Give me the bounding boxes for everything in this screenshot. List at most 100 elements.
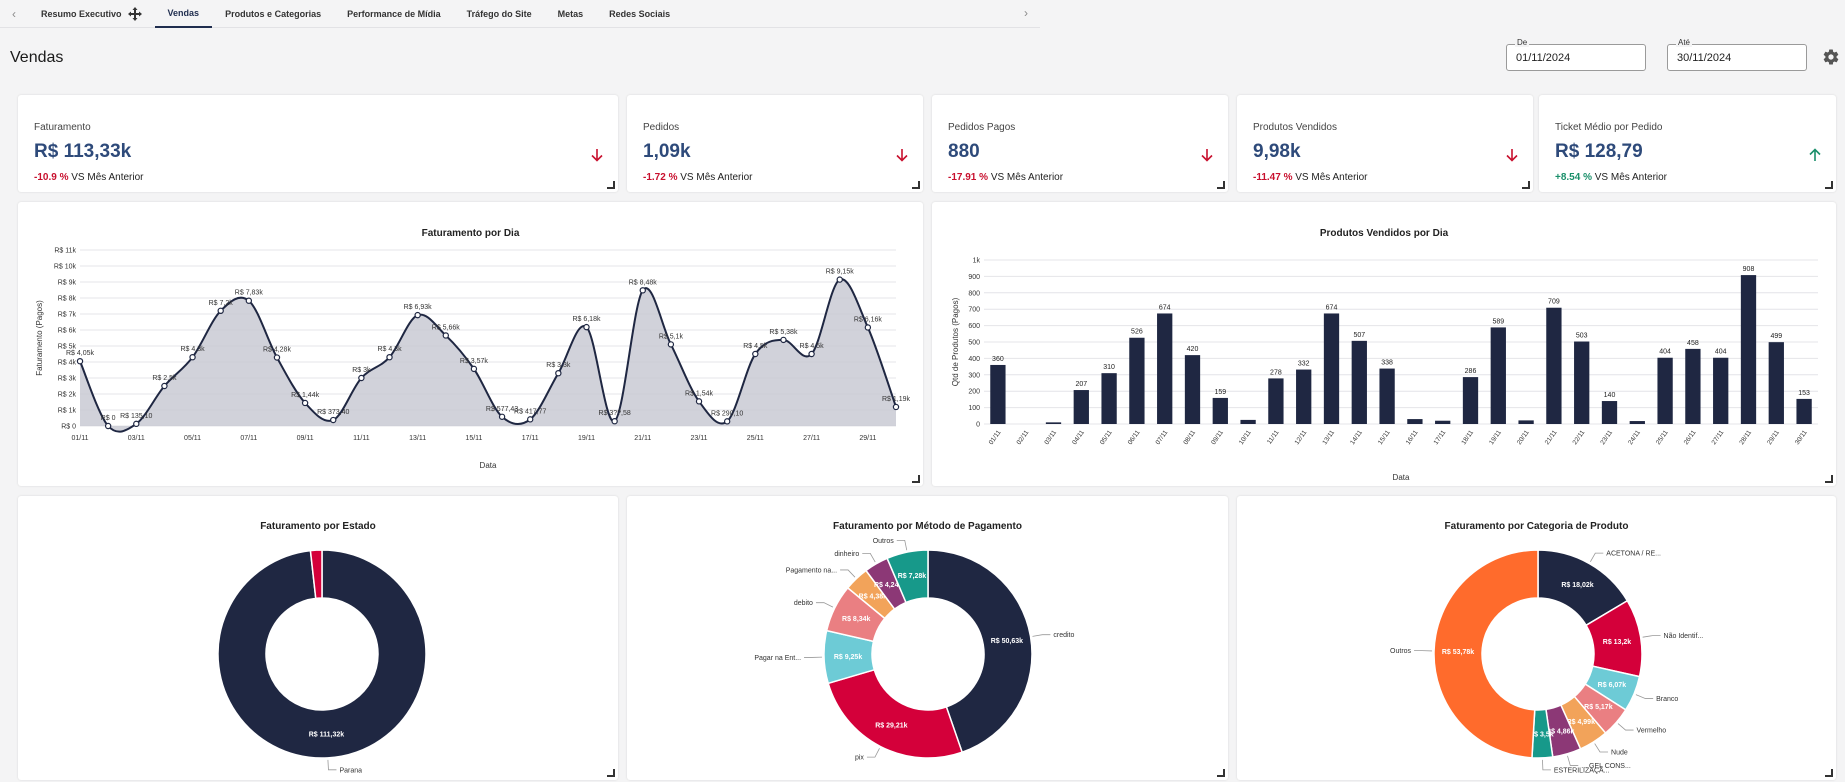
bar bbox=[1157, 313, 1173, 424]
kpi-delta-pct: +8.54 % bbox=[1555, 172, 1592, 183]
slice-value-label: R$ 50,63k bbox=[991, 638, 1023, 645]
tab-label: Resumo Executivo bbox=[41, 8, 122, 19]
date-to-input[interactable] bbox=[1677, 52, 1797, 64]
chart-title: Faturamento por Dia bbox=[421, 228, 520, 239]
y-tick-label: R$ 5k bbox=[58, 344, 77, 351]
data-point bbox=[667, 341, 675, 348]
kpi-value: 880 bbox=[948, 141, 980, 162]
bar bbox=[1323, 313, 1340, 424]
data-point bbox=[583, 323, 590, 331]
slice-value-label: R$ 111,32k bbox=[309, 731, 345, 738]
resize-handle[interactable] bbox=[1217, 181, 1225, 189]
data-label: 207 bbox=[1075, 381, 1087, 388]
kpi-delta-pct: -10.9 % bbox=[34, 172, 69, 183]
bar bbox=[990, 364, 1006, 424]
resize-handle[interactable] bbox=[607, 181, 615, 189]
x-tick-label: 25/11 bbox=[747, 435, 764, 442]
x-tick-label: 23/11 bbox=[691, 435, 708, 442]
data-label: R$ 7,2k bbox=[209, 300, 234, 307]
y-tick-label: R$ 11k bbox=[54, 248, 76, 255]
x-tick-label: 03/11 bbox=[1043, 429, 1058, 446]
resize-handle[interactable] bbox=[607, 769, 615, 777]
resize-handle[interactable] bbox=[1825, 181, 1833, 189]
resize-handle[interactable] bbox=[912, 181, 920, 189]
date-from-field[interactable]: De bbox=[1506, 38, 1646, 71]
tab-trafego-site[interactable]: Tráfego do Site bbox=[454, 0, 545, 28]
y-tick-label: 600 bbox=[968, 323, 980, 330]
y-axis-label: Qtd de Produtos (Pagos) bbox=[951, 297, 960, 386]
kpi-label: Produtos Vendidos bbox=[1253, 122, 1337, 133]
slice-value-label: R$ 29,21k bbox=[875, 723, 907, 730]
y-tick-label: R$ 4k bbox=[58, 360, 77, 367]
resize-handle[interactable] bbox=[1825, 769, 1833, 777]
bar bbox=[1101, 373, 1117, 424]
slice-name-label: debito bbox=[794, 600, 813, 607]
data-label: 286 bbox=[1465, 368, 1477, 375]
nav-left-arrow[interactable]: ‹ bbox=[12, 6, 16, 21]
kpi-delta: +8.54 % VS Mês Anterior bbox=[1555, 172, 1667, 183]
resize-handle[interactable] bbox=[912, 475, 920, 483]
x-tick-label: 01/11 bbox=[72, 435, 89, 442]
data-point bbox=[217, 307, 224, 315]
kpi-delta-pct: -11.47 % bbox=[1253, 172, 1293, 183]
tab-vendas[interactable]: Vendas bbox=[154, 0, 213, 28]
data-point bbox=[273, 354, 281, 361]
chart-card-estado: Faturamento por Estado R$ 111,32k Parana bbox=[18, 496, 618, 780]
data-label: 140 bbox=[1604, 392, 1616, 399]
donut-chart-estado: R$ 111,32k Parana bbox=[217, 549, 427, 774]
resize-handle[interactable] bbox=[1522, 181, 1530, 189]
slice-value-label: R$ 4,86k bbox=[1546, 728, 1575, 735]
data-label: 310 bbox=[1103, 364, 1115, 371]
bar bbox=[1629, 421, 1645, 424]
resize-handle[interactable] bbox=[1825, 475, 1833, 483]
top-nav: ‹ Resumo Executivo Vendas Produtos e Cat… bbox=[0, 0, 1040, 28]
bar bbox=[1407, 419, 1423, 424]
kpi-delta-suffix: VS Mês Anterior bbox=[71, 172, 144, 183]
nav-right-arrow[interactable]: › bbox=[1024, 6, 1028, 20]
tab-metas[interactable]: Metas bbox=[545, 0, 597, 28]
leader-line bbox=[896, 539, 908, 551]
slice-name-label: Não Identif... bbox=[1664, 633, 1704, 640]
leader-line bbox=[815, 602, 834, 608]
tab-label: Produtos e Categorias bbox=[225, 8, 322, 19]
tab-performance-midia[interactable]: Performance de Mídia bbox=[334, 0, 454, 28]
slice-name-label: Nude bbox=[1611, 750, 1628, 757]
resize-handle[interactable] bbox=[1217, 769, 1225, 777]
tab-resumo-executivo[interactable]: Resumo Executivo bbox=[28, 0, 155, 28]
x-tick-label: 07/11 bbox=[240, 435, 257, 442]
data-label: R$ 6,18k bbox=[572, 316, 601, 323]
tab-produtos-categorias[interactable]: Produtos e Categorias bbox=[212, 0, 334, 28]
y-tick-label: R$ 0 bbox=[61, 424, 76, 431]
tab-redes-sociais[interactable]: Redes Sociais bbox=[596, 0, 683, 28]
bar bbox=[1435, 420, 1451, 424]
data-label: R$ 2,5k bbox=[152, 375, 177, 382]
kpi-delta: -17.91 % VS Mês Anterior bbox=[948, 172, 1063, 183]
y-tick-label: 500 bbox=[968, 340, 980, 347]
bar bbox=[1184, 355, 1201, 424]
kpi-value: R$ 113,33k bbox=[34, 141, 132, 162]
y-tick-label: 1k bbox=[973, 258, 981, 265]
data-point bbox=[527, 416, 534, 423]
data-point bbox=[780, 336, 787, 344]
data-label: R$ 4,28k bbox=[263, 347, 292, 354]
data-label: 360 bbox=[992, 356, 1004, 363]
move-icon[interactable] bbox=[127, 6, 142, 21]
kpi-value: R$ 128,79 bbox=[1555, 141, 1643, 162]
data-label: 908 bbox=[1743, 266, 1755, 273]
data-point bbox=[836, 276, 843, 283]
x-tick-label: 14/11 bbox=[1349, 429, 1364, 446]
slice-value-label: R$ 6,07k bbox=[1598, 682, 1627, 689]
bar bbox=[1351, 340, 1367, 424]
date-to-field[interactable]: Até bbox=[1667, 38, 1807, 71]
x-tick-label: 02/11 bbox=[1016, 429, 1031, 446]
slice-name-label: Branco bbox=[1656, 696, 1678, 703]
bar bbox=[1240, 419, 1256, 424]
y-tick-label: 0 bbox=[976, 422, 980, 429]
donut-slice bbox=[927, 549, 1033, 754]
slice-value-label: R$ 7,28k bbox=[898, 573, 927, 580]
x-tick-label: 11/11 bbox=[1266, 429, 1281, 446]
data-label: R$ 4,3k bbox=[180, 346, 205, 353]
y-tick-label: 800 bbox=[968, 290, 980, 297]
date-from-input[interactable] bbox=[1516, 52, 1636, 64]
gear-icon[interactable] bbox=[1822, 48, 1840, 66]
